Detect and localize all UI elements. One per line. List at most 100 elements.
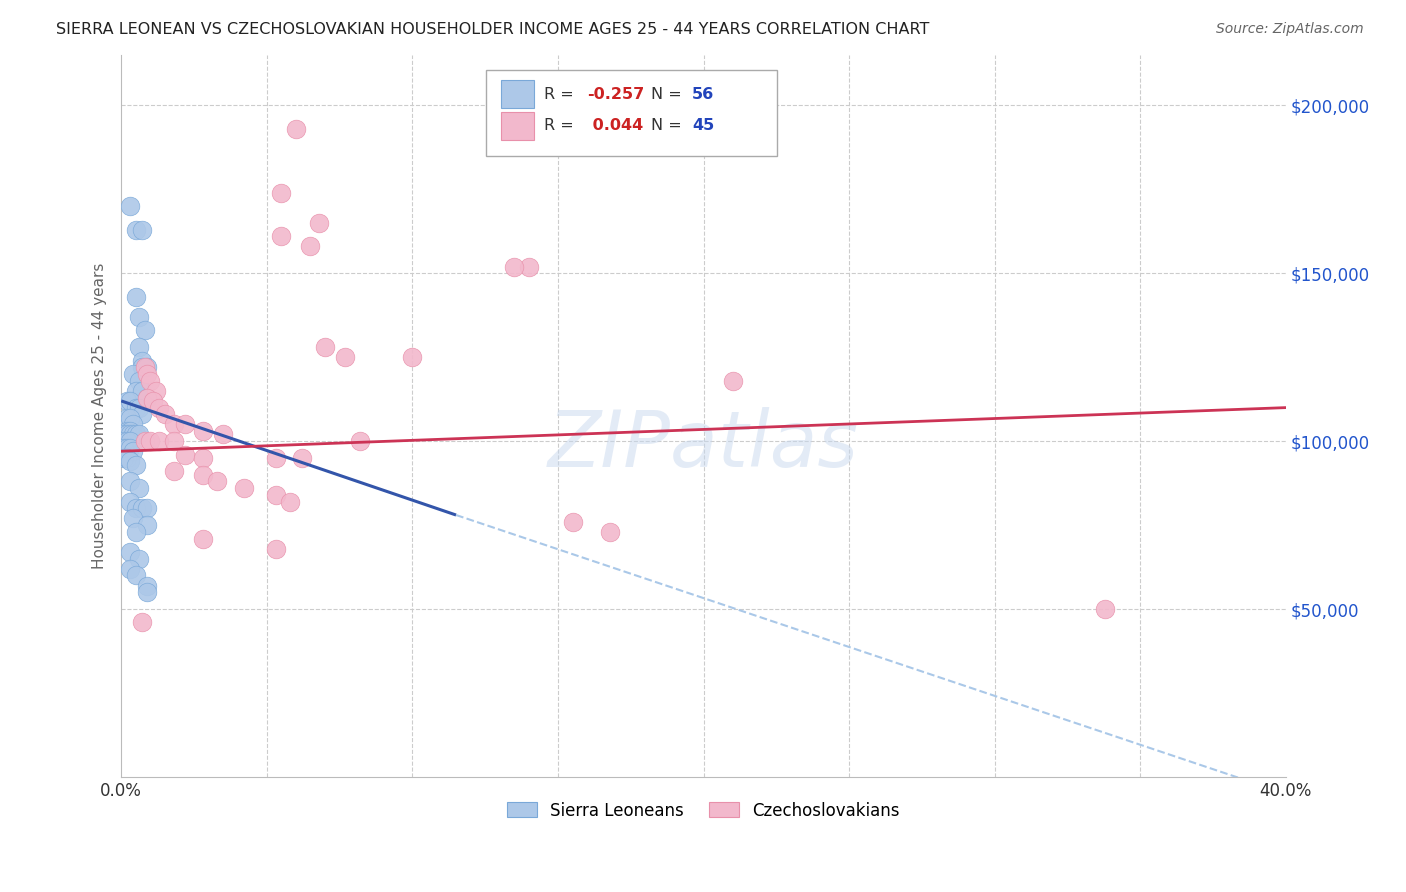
Point (118, 562, 141, 576)
Text: 56: 56 (692, 87, 714, 102)
Point (118, 441, 141, 455)
Point (118, 427, 141, 442)
Point (270, 186, 292, 200)
Point (131, 353, 153, 368)
Point (139, 374, 162, 388)
Point (191, 424, 214, 438)
Point (136, 360, 159, 375)
Point (125, 501, 148, 516)
Point (335, 351, 357, 365)
Point (125, 458, 148, 472)
Point (139, 434, 162, 449)
Point (115, 434, 138, 449)
Point (349, 434, 371, 449)
Point (118, 494, 141, 508)
Point (115, 427, 138, 442)
Point (121, 417, 143, 432)
Point (284, 122, 307, 136)
Text: R =: R = (544, 119, 579, 134)
Point (128, 481, 150, 495)
Point (264, 488, 287, 502)
Text: N =: N = (651, 87, 688, 102)
Text: Source: ZipAtlas.com: Source: ZipAtlas.com (1216, 22, 1364, 37)
Point (118, 475, 141, 489)
Point (121, 367, 143, 381)
Point (134, 323, 156, 337)
Point (517, 260, 540, 274)
Point (299, 239, 322, 253)
Text: ZIPatlas: ZIPatlas (548, 407, 859, 483)
Point (162, 434, 184, 449)
Point (162, 464, 184, 478)
Point (112, 434, 135, 449)
Text: SIERRA LEONEAN VS CZECHOSLOVAKIAN HOUSEHOLDER INCOME AGES 25 - 44 YEARS CORRELAT: SIERRA LEONEAN VS CZECHOSLOVAKIAN HOUSEH… (56, 22, 929, 37)
Point (136, 578, 159, 592)
Point (721, 374, 744, 388)
Point (148, 401, 170, 415)
Point (118, 434, 141, 449)
Point (115, 424, 138, 438)
Point (125, 290, 148, 304)
Point (115, 410, 138, 425)
Point (118, 199, 141, 213)
Point (278, 494, 301, 508)
Point (136, 367, 159, 381)
Point (128, 401, 150, 415)
Text: R =: R = (544, 87, 579, 102)
Point (125, 401, 148, 415)
Point (145, 384, 167, 398)
Point (131, 615, 153, 630)
Point (142, 393, 165, 408)
Point (314, 340, 336, 354)
Point (128, 374, 150, 388)
Point (503, 260, 526, 274)
Text: N =: N = (651, 119, 688, 134)
FancyBboxPatch shape (485, 70, 778, 156)
Point (207, 475, 229, 489)
Point (174, 448, 197, 462)
Point (121, 427, 143, 442)
Point (131, 384, 153, 398)
Text: 45: 45 (692, 119, 714, 134)
Point (148, 434, 170, 449)
Point (115, 450, 138, 465)
FancyBboxPatch shape (501, 80, 533, 108)
Point (131, 360, 153, 375)
Point (191, 450, 214, 465)
Point (125, 524, 148, 539)
Point (561, 515, 583, 529)
Point (128, 427, 150, 442)
Point (291, 450, 314, 465)
Text: 0.044: 0.044 (588, 119, 644, 134)
Point (191, 532, 214, 546)
Y-axis label: Householder Income Ages 25 - 44 years: Householder Income Ages 25 - 44 years (93, 263, 107, 569)
Point (401, 351, 423, 365)
Point (131, 407, 153, 421)
Point (153, 407, 176, 421)
Point (121, 444, 143, 458)
Point (118, 424, 141, 438)
Point (162, 417, 184, 432)
Point (136, 585, 159, 599)
Point (128, 340, 150, 354)
Point (136, 391, 159, 405)
Point (112, 441, 135, 455)
Point (125, 223, 148, 237)
Point (118, 545, 141, 559)
Legend: Sierra Leoneans, Czechoslovakians: Sierra Leoneans, Czechoslovakians (501, 795, 907, 826)
Point (134, 434, 156, 449)
Point (136, 501, 159, 516)
Point (1094, 602, 1116, 616)
Point (112, 427, 135, 442)
Point (191, 467, 214, 482)
Point (112, 450, 135, 465)
Point (125, 427, 148, 442)
Point (134, 360, 156, 375)
Point (118, 393, 141, 408)
Point (264, 541, 287, 556)
Point (115, 441, 138, 455)
Point (115, 393, 138, 408)
Point (118, 454, 141, 468)
Point (270, 229, 292, 244)
Point (125, 568, 148, 582)
